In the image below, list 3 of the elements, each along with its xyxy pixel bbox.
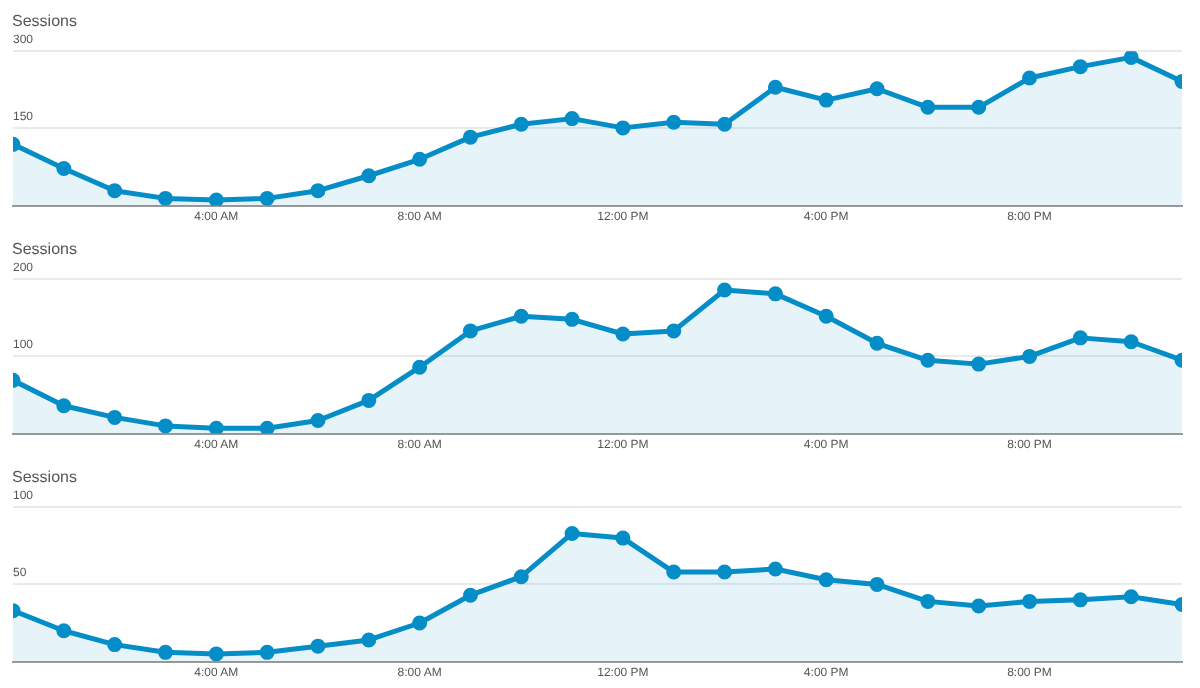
y-axis-title: Sessions	[12, 468, 77, 487]
y-axis-title: Sessions	[12, 12, 77, 31]
y-axis-title: Sessions	[12, 240, 77, 259]
